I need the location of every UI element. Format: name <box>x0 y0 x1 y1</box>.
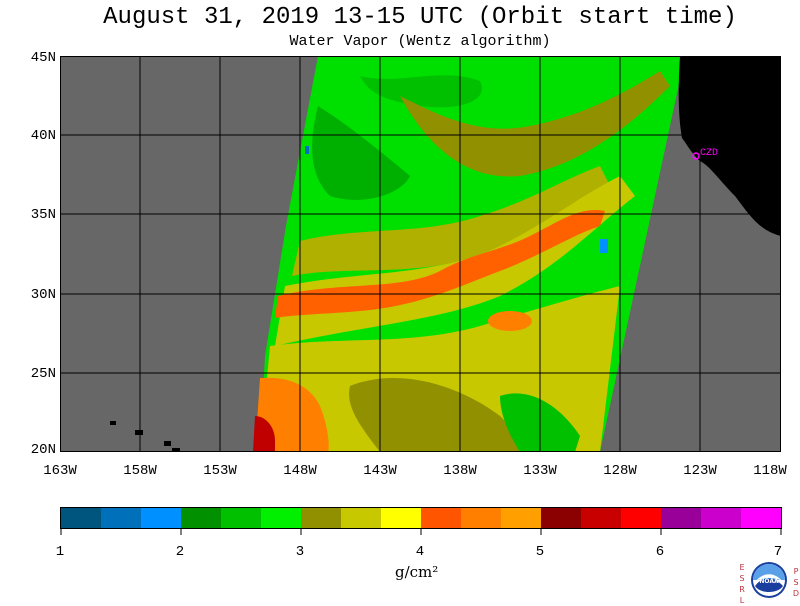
colorbar-segment <box>541 508 581 528</box>
lon-label-148w: 148W <box>283 463 317 479</box>
swath-orange-plume <box>275 210 605 318</box>
swath-south-olive <box>349 377 530 452</box>
lat-label-25n: 25N <box>30 366 56 382</box>
colorbar-segment <box>141 508 181 528</box>
colorbar-segment <box>421 508 461 528</box>
colorbar-segment <box>261 508 301 528</box>
lat-label-40n: 40N <box>30 128 56 144</box>
lon-label-153w: 153W <box>203 463 237 479</box>
swath-blue-pixel <box>305 146 309 154</box>
swath-orange-spot <box>488 311 532 331</box>
lon-label-123w: 123W <box>683 463 717 479</box>
colorbar-tick-7: 7 <box>773 544 783 560</box>
swath-blue-pixel <box>600 239 608 253</box>
lon-label-138w: 138W <box>443 463 477 479</box>
colorbar <box>60 507 782 535</box>
swath-olive <box>292 166 610 276</box>
colorbar-segment <box>341 508 381 528</box>
map-subtitle: Water Vapor (Wentz algorithm) <box>289 33 551 50</box>
colorbar-units: g/cm² <box>395 563 439 581</box>
noaa-logo: NOAA <box>751 562 787 598</box>
station-label: CZD <box>700 148 718 159</box>
colorbar-segment <box>661 508 701 528</box>
swath-olive <box>400 71 670 177</box>
colorbar-segment <box>61 508 101 528</box>
colorbar-segment <box>621 508 661 528</box>
colorbar-tick-2: 2 <box>175 544 185 560</box>
colorbar-tick-5: 5 <box>535 544 545 560</box>
colorbar-segment <box>301 508 341 528</box>
colorbar-segment <box>741 508 781 528</box>
map-grid <box>60 56 781 452</box>
colorbar-segment <box>501 508 541 528</box>
lon-label-133w: 133W <box>523 463 557 479</box>
map-title: August 31, 2019 13-15 UTC (Orbit start t… <box>103 4 737 31</box>
colorbar-segment <box>181 508 221 528</box>
lat-label-30n: 30N <box>30 287 56 303</box>
swath-data <box>253 56 685 452</box>
swath-dark-green <box>312 106 410 200</box>
swath-dark-green <box>360 75 482 108</box>
colorbar-segment <box>581 508 621 528</box>
lon-label-158w: 158W <box>123 463 157 479</box>
colorbar-segment <box>461 508 501 528</box>
colorbar-tick-6: 6 <box>655 544 665 560</box>
lat-label-35n: 35N <box>30 207 56 223</box>
lon-label-128w: 128W <box>603 463 637 479</box>
lon-label-143w: 143W <box>363 463 397 479</box>
colorbar-tick-4: 4 <box>415 544 425 560</box>
colorbar-segment <box>381 508 421 528</box>
water-vapor-map: CZD <box>60 56 781 452</box>
lat-label-20n: 20N <box>30 442 56 458</box>
hawaiian-islands <box>110 421 180 452</box>
lon-label-163w: 163W <box>43 463 77 479</box>
colorbar-tick-3: 3 <box>295 544 305 560</box>
lat-label-45n: 45N <box>30 50 56 66</box>
colorbar-tick-1: 1 <box>55 544 65 560</box>
colorbar-segment <box>101 508 141 528</box>
station-marker <box>692 152 700 160</box>
colorbar-segment <box>701 508 741 528</box>
colorbar-segment <box>221 508 261 528</box>
svg-text:NOAA: NOAA <box>759 578 779 585</box>
lon-label-118w: 118W <box>753 463 787 479</box>
california-coast-land <box>678 56 781 236</box>
swath-southwest-hot <box>253 416 275 452</box>
